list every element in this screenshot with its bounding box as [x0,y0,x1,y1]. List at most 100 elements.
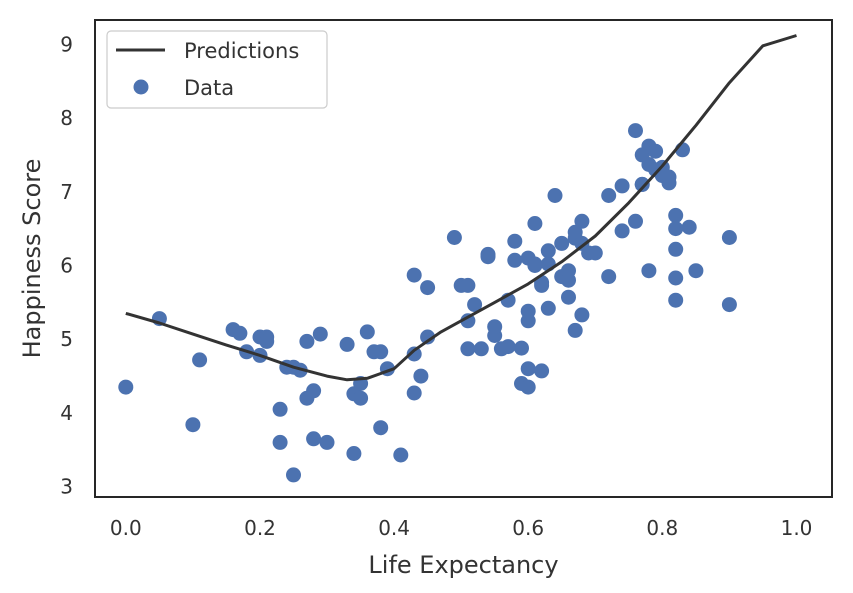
data-point [420,329,436,345]
data-point [540,243,556,259]
data-point [527,216,543,231]
data-point [306,383,322,399]
line-layer [125,34,797,382]
data-point [681,219,697,235]
data-point [574,307,590,323]
data-point [507,233,523,249]
data-point [668,207,684,223]
data-point [312,326,328,342]
data-point [688,263,704,279]
data-point [648,143,664,159]
data-point [641,263,657,279]
y-tick-label: 8 [60,106,73,130]
data-point [192,352,208,368]
data-point [601,269,617,285]
legend-predictions-label: Predictions [184,39,299,63]
data-point [185,417,201,433]
data-point [614,178,630,194]
data-point [634,176,650,192]
data-point [574,213,590,229]
data-point [393,447,409,463]
data-point [520,379,536,395]
y-axis-label: Happiness Score [18,159,46,359]
data-point [500,339,516,355]
data-point [721,230,737,245]
predictions-line [125,34,797,382]
data-point [534,277,550,293]
data-point [507,252,523,268]
data-point [299,333,315,349]
legend: Predictions Data [106,30,328,109]
y-tick-label: 7 [60,180,73,204]
data-point [406,385,422,401]
data-point [520,303,536,319]
data-point [319,434,335,450]
data-point [460,313,476,329]
data-point [614,223,630,239]
data-point [460,277,476,293]
y-tick-label: 9 [60,32,73,56]
y-tick-label: 5 [60,327,73,351]
data-point [406,267,422,283]
data-point [259,333,275,349]
data-point [527,258,543,273]
x-tick-label: 0.6 [512,516,544,540]
data-point [514,340,529,356]
data-point [628,213,643,229]
data-point [567,322,583,338]
data-point [561,289,576,305]
data-point [460,341,476,357]
x-tick-label: 1.0 [781,516,813,540]
data-point [232,325,248,341]
x-axis: 0.0 0.2 0.4 0.6 0.8 1.0 [110,516,813,540]
x-tick-label: 0.0 [110,516,142,540]
data-point [346,446,362,461]
data-point [272,434,288,450]
data-point [668,241,684,257]
data-point [668,270,684,286]
data-point [420,280,436,296]
data-point [359,324,375,340]
data-point [406,346,422,362]
legend-data-label: Data [184,76,234,100]
data-point [353,390,369,406]
data-point [628,123,643,139]
data-point [601,188,617,203]
data-point [480,249,496,265]
data-point [473,341,489,357]
data-point [668,221,684,237]
data-point [118,379,134,395]
y-tick-label: 3 [60,475,73,499]
x-tick-label: 0.4 [378,516,410,540]
data-point [554,235,570,251]
data-point [547,188,563,203]
data-point [668,292,684,308]
data-point [661,175,677,191]
data-point [467,297,483,313]
y-tick-label: 6 [60,254,73,278]
y-axis: 3 4 5 6 7 8 9 [60,32,73,498]
data-point [540,300,556,316]
scatter-layer [118,123,737,483]
x-tick-label: 0.8 [646,516,678,540]
data-point [587,245,603,261]
data-point [339,336,355,352]
data-point [520,361,536,377]
data-point [413,368,429,384]
x-tick-label: 0.2 [244,516,276,540]
data-point [446,230,462,245]
x-axis-label: Life Expectancy [368,551,558,579]
axes-frame [94,19,833,498]
legend-data-swatch [133,79,149,95]
data-point [286,467,301,483]
data-point [373,344,389,360]
data-point [373,420,389,436]
data-point [721,297,737,313]
y-tick-label: 4 [60,401,73,425]
data-point [272,401,288,417]
data-point [534,363,550,379]
data-point [487,319,503,335]
data-point [306,431,322,447]
data-point [561,263,576,279]
